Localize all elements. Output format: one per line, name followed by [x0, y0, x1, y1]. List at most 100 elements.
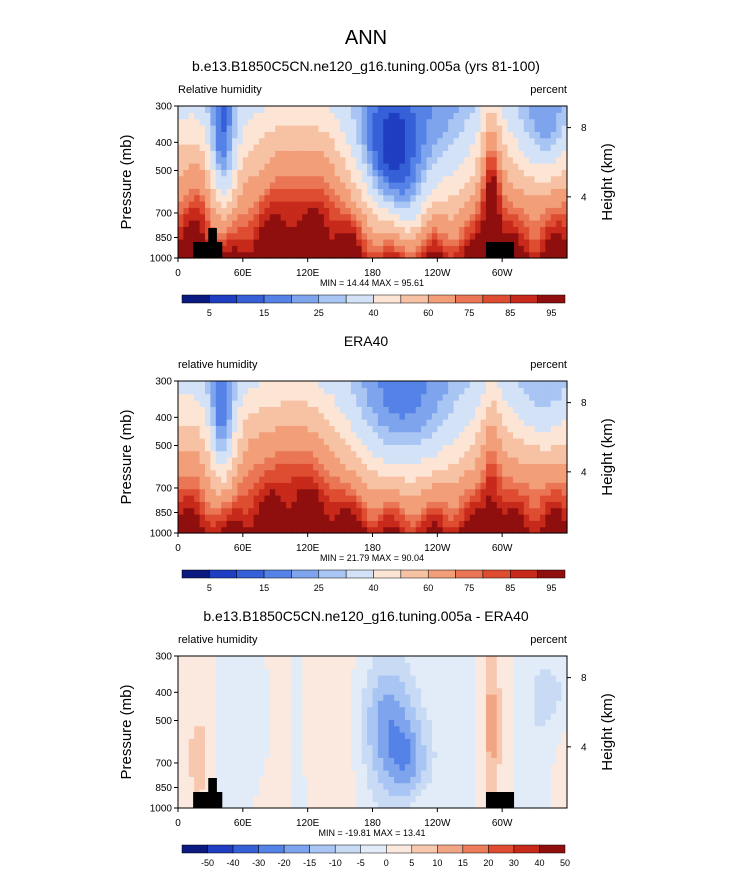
field-cell [454, 776, 460, 783]
field-cell [324, 738, 330, 745]
field-cell [410, 394, 416, 401]
field-cell [416, 214, 422, 221]
field-cell [248, 508, 254, 515]
field-cell [551, 239, 557, 246]
field-cell [286, 169, 292, 176]
field-cell [270, 138, 276, 145]
field-cell [248, 751, 254, 758]
field-cell [324, 719, 330, 726]
field-cell [362, 656, 368, 663]
field-cell [437, 432, 443, 439]
field-cell [443, 406, 449, 413]
field-cell [362, 239, 368, 246]
field-cell [313, 495, 319, 502]
field-cell [529, 144, 535, 151]
field-cell [227, 457, 233, 464]
field-cell [194, 463, 200, 470]
field-cell [497, 457, 503, 464]
field-cell [297, 694, 303, 701]
field-cell [302, 738, 308, 745]
field-cell [556, 406, 562, 413]
field-cell [227, 707, 233, 714]
field-cell [318, 176, 324, 183]
field-cell [459, 745, 465, 752]
field-cell [183, 438, 189, 445]
field-cell [254, 413, 260, 420]
field-cell [351, 381, 357, 388]
field-cell [432, 694, 438, 701]
field-cell [297, 125, 303, 132]
field-cell [243, 239, 249, 246]
field-cell [227, 495, 233, 502]
field-cell [200, 438, 206, 445]
field-cell [329, 176, 335, 183]
field-cell [454, 508, 460, 515]
field-cell [443, 470, 449, 477]
field-cell [454, 169, 460, 176]
field-cell [313, 719, 319, 726]
field-cell [475, 176, 481, 183]
field-cell [502, 444, 508, 451]
field-cell [324, 520, 330, 527]
field-cell [551, 195, 557, 202]
field-cell [340, 157, 346, 164]
colorbar-label: 95 [546, 583, 556, 593]
field-cell [254, 751, 260, 758]
field-cell [394, 745, 400, 752]
field-cell [367, 400, 373, 407]
field-cell [356, 738, 362, 745]
field-cell [189, 495, 195, 502]
field-cell [475, 457, 481, 464]
field-cell [427, 112, 433, 119]
field-cell [189, 669, 195, 676]
field-cell [410, 406, 416, 413]
field-cell [216, 131, 222, 138]
field-cell [400, 694, 406, 701]
colorbar-box [346, 570, 373, 578]
field-cell [367, 688, 373, 695]
field-cell [335, 195, 341, 202]
field-cell [373, 387, 379, 394]
field-cell [513, 188, 519, 195]
field-cell [427, 233, 433, 240]
field-cell [216, 201, 222, 208]
field-cell [556, 425, 562, 432]
field-cell [427, 425, 433, 432]
field-cell [367, 432, 373, 439]
field-cell [464, 406, 470, 413]
field-cell [475, 476, 481, 483]
field-cell [491, 476, 497, 483]
field-cell [416, 713, 422, 720]
field-cell [189, 387, 195, 394]
field-cell [248, 770, 254, 777]
field-cell [356, 757, 362, 764]
field-cell [529, 457, 535, 464]
colorbar-label: 75 [464, 583, 474, 593]
field-cell [416, 688, 422, 695]
field-cell [318, 444, 324, 451]
field-cell [410, 245, 416, 252]
field-cell [227, 732, 233, 739]
field-cell [491, 400, 497, 407]
field-cell [540, 157, 546, 164]
field-cell [518, 457, 524, 464]
field-cell [551, 119, 557, 126]
field-cell [189, 214, 195, 221]
field-cell [427, 514, 433, 521]
field-cell [383, 406, 389, 413]
field-cell [491, 119, 497, 126]
field-cell [524, 476, 530, 483]
field-cell [551, 387, 557, 394]
field-cell [383, 163, 389, 170]
field-cell [427, 476, 433, 483]
field-cell [540, 195, 546, 202]
field-cell [432, 457, 438, 464]
field-cell [254, 681, 260, 688]
field-cell [508, 457, 514, 464]
field-cell [491, 726, 497, 733]
field-cell [335, 694, 341, 701]
field-cell [448, 681, 454, 688]
field-cell [481, 188, 487, 195]
field-cell [405, 432, 411, 439]
field-cell [486, 713, 492, 720]
